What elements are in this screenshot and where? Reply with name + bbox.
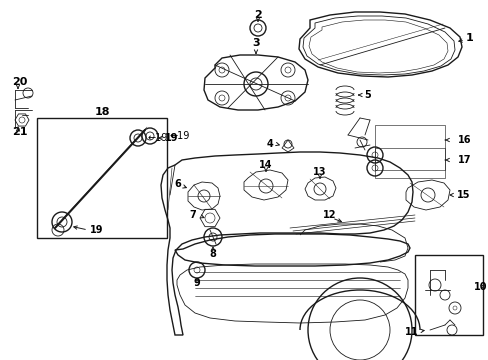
Text: 6: 6 bbox=[174, 179, 181, 189]
Text: 10: 10 bbox=[472, 282, 486, 292]
Text: 18: 18 bbox=[94, 107, 109, 117]
Text: 19: 19 bbox=[164, 133, 178, 143]
Text: 2: 2 bbox=[254, 10, 262, 20]
Text: 14: 14 bbox=[259, 160, 272, 170]
Bar bbox=[374, 148, 444, 178]
Text: 21: 21 bbox=[12, 127, 27, 137]
Text: 5: 5 bbox=[364, 90, 370, 100]
Text: 20: 20 bbox=[12, 77, 27, 87]
Text: ←19: ←19 bbox=[147, 133, 168, 143]
Bar bbox=[374, 125, 444, 170]
Text: 12: 12 bbox=[323, 210, 336, 220]
Text: ←19: ←19 bbox=[170, 131, 190, 141]
Text: 1: 1 bbox=[465, 33, 473, 43]
Text: 4: 4 bbox=[266, 139, 273, 149]
Text: 19: 19 bbox=[90, 225, 103, 235]
Text: 9: 9 bbox=[193, 278, 200, 288]
Bar bbox=[37, 118, 167, 238]
Text: 15: 15 bbox=[456, 190, 469, 200]
Bar bbox=[414, 255, 482, 335]
Text: 17: 17 bbox=[457, 155, 470, 165]
Text: 8: 8 bbox=[209, 249, 216, 259]
Text: 11: 11 bbox=[404, 327, 417, 337]
Text: 7: 7 bbox=[189, 210, 196, 220]
Text: 3: 3 bbox=[252, 38, 259, 48]
Text: 13: 13 bbox=[313, 167, 326, 177]
Text: 16: 16 bbox=[457, 135, 470, 145]
